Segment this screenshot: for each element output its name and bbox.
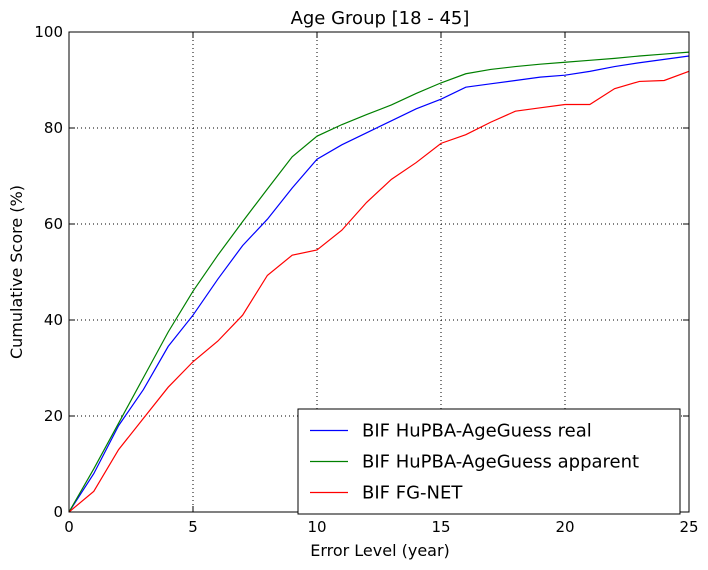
legend: BIF HuPBA-AgeGuess real BIF HuPBA-AgeGues…	[297, 408, 681, 515]
x-axis-label: Error Level (year)	[310, 541, 450, 560]
series-line-2	[68, 51, 690, 513]
legend-label-2: BIF HuPBA-AgeGuess apparent	[362, 452, 639, 473]
ticks: 0 5 10 15 20 25 0 20 40 60 80 100	[34, 23, 698, 536]
x-tick-label: 20	[555, 518, 574, 536]
y-tick-label: 100	[34, 23, 63, 41]
chart-title: Age Group [18 - 45]	[291, 8, 470, 29]
legend-box	[297, 408, 681, 515]
x-tick-label: 5	[188, 518, 198, 536]
y-axis-label: Cumulative Score (%)	[7, 185, 26, 359]
y-tick-label: 20	[44, 407, 63, 425]
y-tick-label: 80	[44, 119, 63, 137]
series-line-1	[68, 55, 690, 513]
legend-label-1: BIF HuPBA-AgeGuess real	[362, 421, 592, 442]
legend-label-3: BIF FG-NET	[362, 483, 463, 504]
series-line-3	[68, 70, 690, 513]
x-tick-label: 25	[679, 518, 698, 536]
y-tick-label: 60	[44, 215, 63, 233]
x-tick-label: 10	[307, 518, 326, 536]
series-group	[68, 51, 690, 513]
y-tick-label: 0	[53, 503, 63, 521]
x-tick-label: 0	[64, 518, 74, 536]
x-tick-label: 15	[431, 518, 450, 536]
y-tick-label: 40	[44, 311, 63, 329]
